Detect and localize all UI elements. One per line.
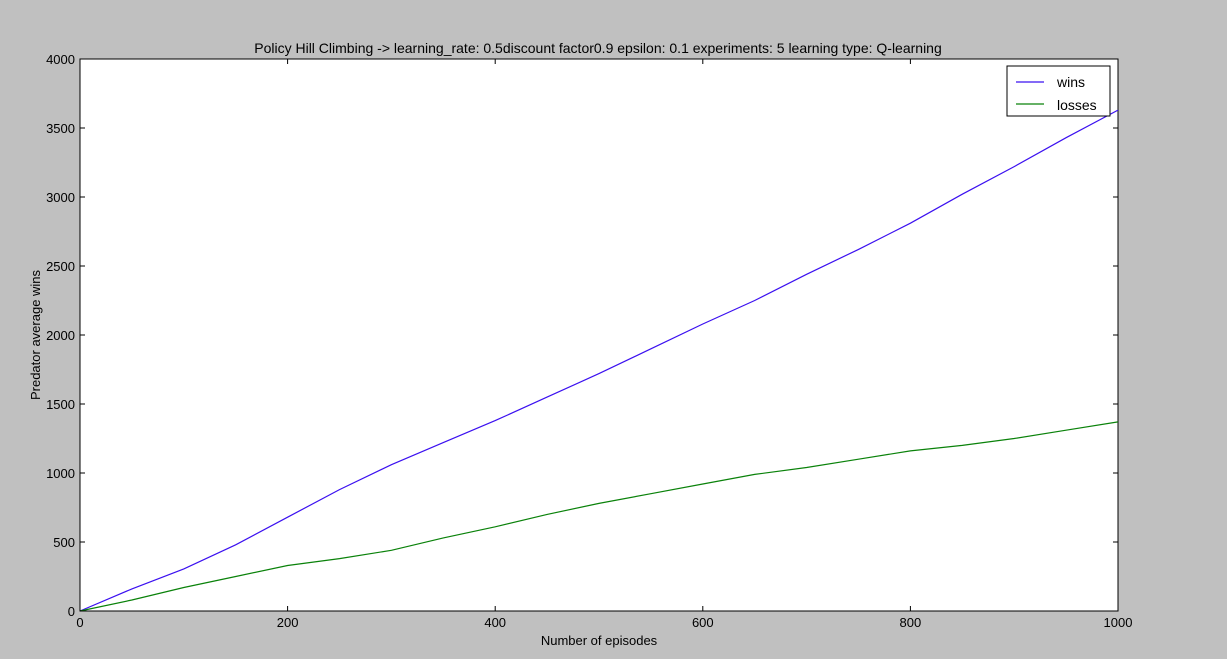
series-line-wins: [79, 109, 1119, 612]
y-tick-label: 0: [68, 604, 75, 619]
y-axis-label: Predator average wins: [28, 269, 43, 400]
y-tick-label: 500: [53, 535, 75, 550]
x-tick-label: 1000: [1104, 615, 1133, 630]
chart-title: Policy Hill Climbing -> learning_rate: 0…: [254, 40, 942, 56]
y-tick-label: 4000: [46, 52, 75, 67]
x-tick-label: 600: [692, 615, 714, 630]
series-layer: [79, 109, 1119, 612]
y-tick-label: 2500: [46, 259, 75, 274]
legend-label-losses: losses: [1057, 97, 1097, 113]
x-axis-label: Number of episodes: [541, 633, 658, 648]
y-tick-label: 2000: [46, 328, 75, 343]
legend-label-wins: wins: [1056, 74, 1085, 90]
y-tick-label: 1500: [46, 397, 75, 412]
legend-box: [1006, 65, 1111, 117]
series-line-losses: [79, 421, 1119, 612]
x-tick-label: 400: [484, 615, 506, 630]
y-tick-label: 3000: [46, 190, 75, 205]
x-tick-label: 800: [900, 615, 922, 630]
tick-layer: 0 200 400 600 800 1000 0 500 1000 1500 2000 2500 300…: [46, 52, 1132, 630]
y-tick-label: 1000: [46, 466, 75, 481]
plot-area: [79, 58, 1119, 612]
x-tick-label: 200: [277, 615, 299, 630]
y-tick-label: 3500: [46, 121, 75, 136]
legend: wins losses: [1006, 65, 1111, 117]
x-tick-label: 0: [76, 615, 83, 630]
